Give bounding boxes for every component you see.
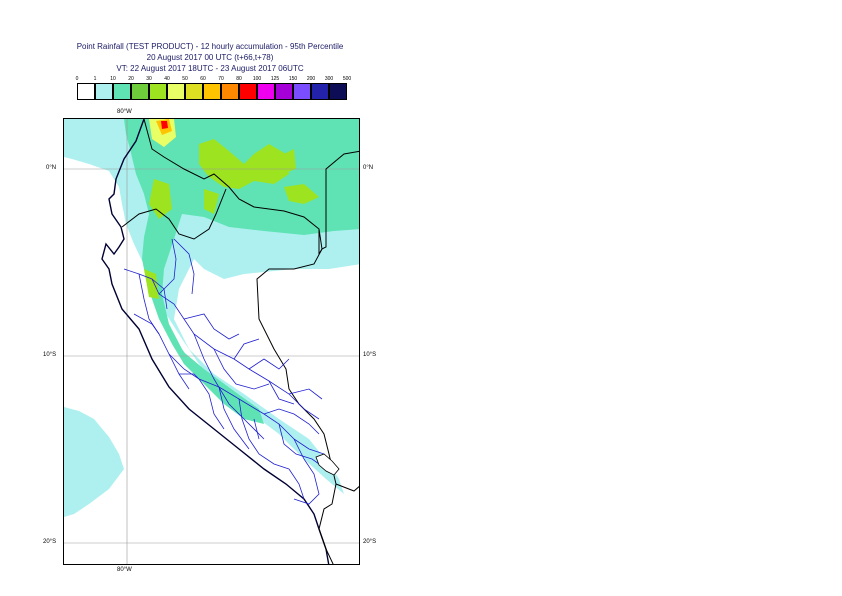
legend-swatch (95, 83, 113, 100)
legend-swatch (131, 83, 149, 100)
lat-label-right-20s: 20°S (363, 539, 377, 545)
country-borders (121, 119, 359, 564)
legend-tick-label: 150 (288, 76, 298, 82)
legend-tick-label: 50 (182, 76, 188, 82)
lake-titicaca (315, 453, 340, 476)
lat-label-left-0: 0°N (46, 165, 57, 171)
title-line-1: Point Rainfall (TEST PRODUCT) - 12 hourl… (76, 42, 344, 51)
legend-tick-label: 60 (200, 76, 206, 82)
rain-shading-red (161, 121, 168, 129)
lon-label-bottom: 80°W (117, 567, 132, 573)
legend-tick-label: 100 (252, 76, 262, 82)
legend-tick-label: 500 (342, 76, 352, 82)
lat-label-right-0: 0°N (363, 165, 374, 171)
map-panel (63, 118, 360, 565)
legend-tick-label: 40 (164, 76, 170, 82)
legend-tick-label: 20 (128, 76, 134, 82)
graticule (64, 119, 359, 564)
legend-tick-label: 1 (93, 76, 97, 82)
legend-swatch (239, 83, 257, 100)
legend-swatch (257, 83, 275, 100)
legend-tick-label: 300 (324, 76, 334, 82)
regional-boundaries (123, 238, 333, 505)
legend-tick-label: 30 (146, 76, 152, 82)
legend-swatch (167, 83, 185, 100)
coastline (101, 119, 330, 564)
map-svg (64, 119, 359, 564)
legend-swatch (203, 83, 221, 100)
legend-tick-label: 0 (75, 76, 79, 82)
legend-swatch (149, 83, 167, 100)
legend-swatch (185, 83, 203, 100)
title-line-3: VT: 22 August 2017 18UTC - 23 August 201… (116, 64, 304, 73)
legend-tick-label: 80 (236, 76, 242, 82)
legend-swatch (275, 83, 293, 100)
legend-swatch (77, 83, 95, 100)
rain-shading-teal (124, 119, 359, 424)
lon-label-top: 80°W (117, 109, 132, 115)
lat-label-right-10s: 10°S (363, 352, 377, 358)
legend-swatch (311, 83, 329, 100)
title-line-2: 20 August 2017 00 UTC (t+66,t+78) (146, 53, 274, 62)
legend-tick-label: 125 (270, 76, 280, 82)
lat-label-left-20s: 20°S (43, 539, 57, 545)
legend-swatch (113, 83, 131, 100)
legend-swatch (221, 83, 239, 100)
legend-tick-label: 70 (218, 76, 224, 82)
legend-tick-label: 10 (110, 76, 116, 82)
legend-tick-label: 200 (306, 76, 316, 82)
lat-label-left-10s: 10°S (43, 352, 57, 358)
legend-swatch (293, 83, 311, 100)
legend-swatch (329, 83, 347, 100)
